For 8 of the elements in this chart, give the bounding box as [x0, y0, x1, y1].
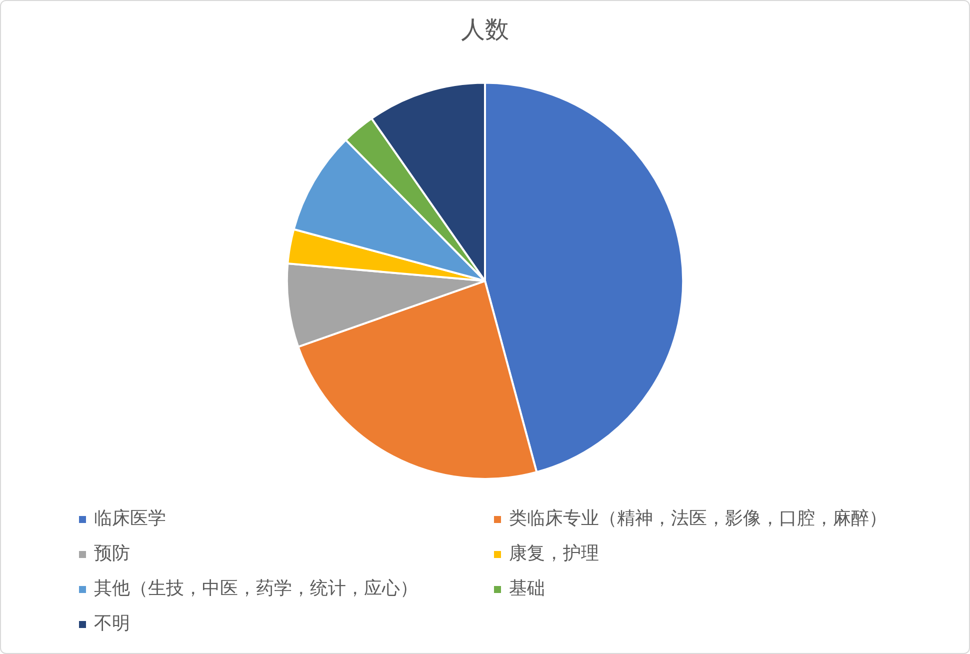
- legend-label: 预防: [94, 542, 130, 566]
- legend-label: 不明: [94, 612, 130, 636]
- legend-label: 其他（生技，中医，药学，统计，应心）: [94, 577, 418, 601]
- legend-label: 基础: [509, 577, 545, 601]
- legend-label: 康复，护理: [509, 542, 599, 566]
- legend-label: 类临床专业（精神，法医，影像，口腔，麻醉）: [509, 507, 887, 531]
- legend-label: 临床医学: [94, 507, 166, 531]
- chart-title: 人数: [461, 16, 509, 44]
